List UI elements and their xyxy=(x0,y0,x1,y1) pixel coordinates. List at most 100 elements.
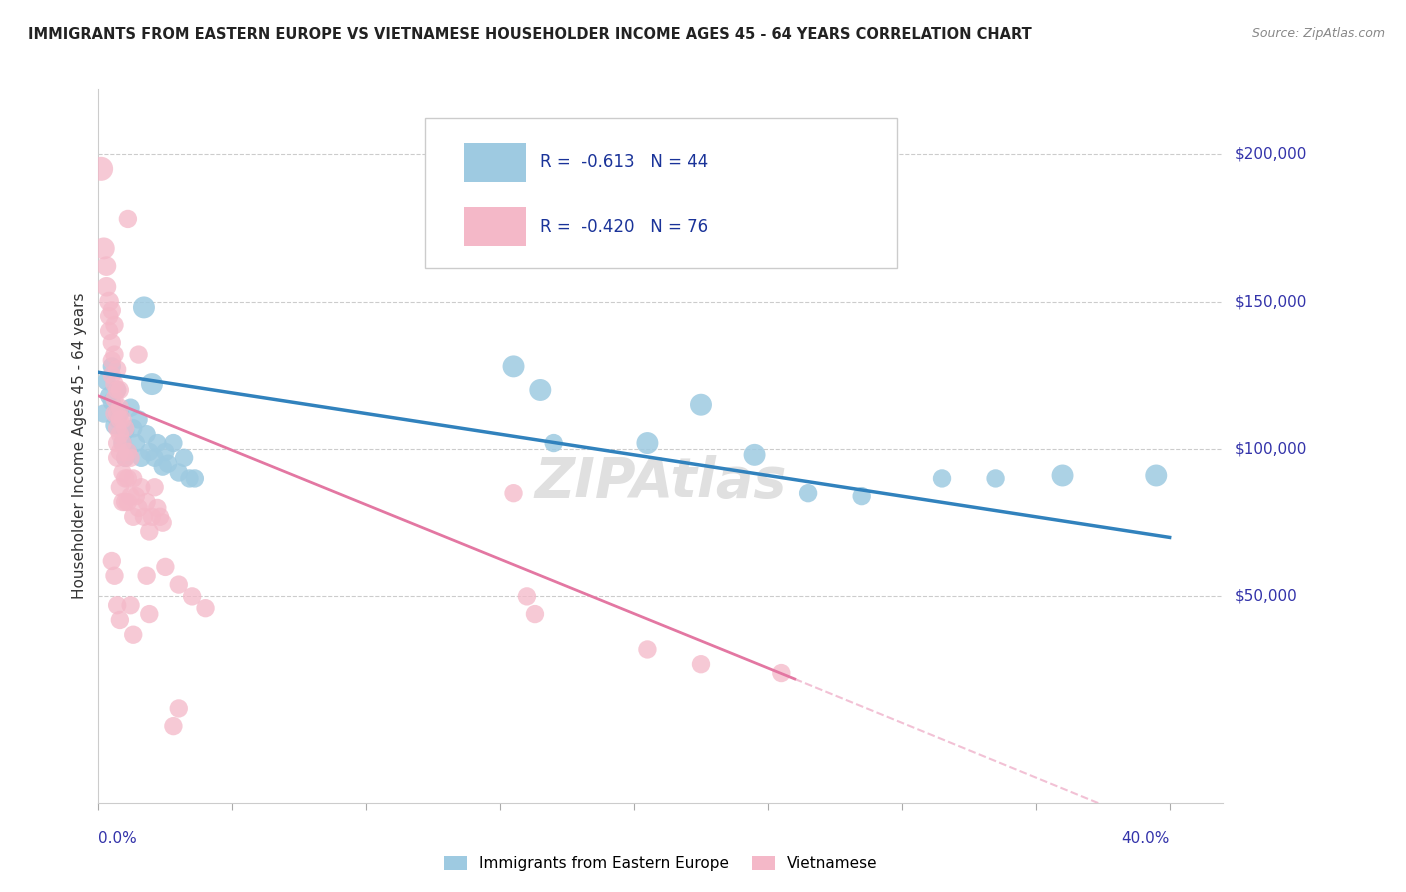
Point xyxy=(117,495,139,509)
Point xyxy=(138,607,160,621)
Point xyxy=(117,445,139,459)
Point xyxy=(96,259,118,273)
Point xyxy=(523,607,546,621)
Point xyxy=(101,353,124,368)
Point xyxy=(1144,468,1167,483)
Point xyxy=(105,436,128,450)
Point xyxy=(984,471,1007,485)
Text: $100,000: $100,000 xyxy=(1234,442,1306,457)
Point xyxy=(108,401,131,415)
Point xyxy=(690,657,713,672)
Point xyxy=(101,554,124,568)
Point xyxy=(103,392,125,406)
Point xyxy=(155,445,177,459)
Point xyxy=(135,427,157,442)
Point xyxy=(851,489,873,503)
Point xyxy=(162,719,184,733)
Point xyxy=(132,301,155,315)
Point xyxy=(96,279,118,293)
Point xyxy=(111,495,134,509)
Point xyxy=(179,471,201,485)
Point xyxy=(125,436,148,450)
Point xyxy=(120,599,142,613)
Point xyxy=(114,450,136,465)
Point xyxy=(146,500,169,515)
Point xyxy=(101,368,124,383)
Point xyxy=(155,560,177,574)
Point xyxy=(128,412,150,426)
Point xyxy=(143,450,166,465)
Point xyxy=(173,450,195,465)
Point xyxy=(120,401,142,415)
Point xyxy=(105,383,128,397)
Point xyxy=(108,407,131,421)
Text: $150,000: $150,000 xyxy=(1234,294,1306,309)
Point xyxy=(931,471,953,485)
Point xyxy=(117,471,139,485)
Point xyxy=(135,568,157,582)
Point xyxy=(101,303,124,318)
Point xyxy=(114,424,136,438)
Point xyxy=(543,436,565,450)
Text: Source: ZipAtlas.com: Source: ZipAtlas.com xyxy=(1251,27,1385,40)
Point xyxy=(770,666,793,681)
Point xyxy=(105,383,128,397)
Point xyxy=(122,471,145,485)
Point xyxy=(129,450,152,465)
Point xyxy=(141,377,163,392)
Point xyxy=(117,445,139,459)
Point xyxy=(502,486,524,500)
Point xyxy=(98,310,121,324)
Point xyxy=(167,466,190,480)
Text: $200,000: $200,000 xyxy=(1234,146,1306,161)
Point xyxy=(111,436,134,450)
Point xyxy=(636,642,658,657)
Point xyxy=(117,211,139,226)
Point xyxy=(152,459,174,474)
Point xyxy=(105,421,128,435)
Point xyxy=(138,445,160,459)
Point xyxy=(152,516,174,530)
Point xyxy=(690,398,713,412)
Text: 40.0%: 40.0% xyxy=(1121,831,1170,847)
Point xyxy=(138,524,160,539)
Point xyxy=(128,348,150,362)
Point xyxy=(529,383,551,397)
Text: IMMIGRANTS FROM EASTERN EUROPE VS VIETNAMESE HOUSEHOLDER INCOME AGES 45 - 64 YEA: IMMIGRANTS FROM EASTERN EUROPE VS VIETNA… xyxy=(28,27,1032,42)
Point xyxy=(105,362,128,376)
Point xyxy=(90,161,112,176)
Point xyxy=(103,318,125,332)
Point xyxy=(114,450,136,465)
Point xyxy=(108,613,131,627)
Point xyxy=(167,701,190,715)
Point xyxy=(108,427,131,442)
Point xyxy=(636,436,658,450)
Point xyxy=(103,568,125,582)
Point xyxy=(98,294,121,309)
Point xyxy=(93,242,115,256)
Point xyxy=(114,495,136,509)
Point xyxy=(105,412,128,426)
Point xyxy=(98,389,121,403)
Point xyxy=(98,324,121,338)
Point xyxy=(129,480,152,494)
Point xyxy=(96,374,118,388)
Point xyxy=(114,471,136,485)
Point xyxy=(120,489,142,503)
Point xyxy=(101,335,124,350)
Point xyxy=(194,601,217,615)
Point xyxy=(135,495,157,509)
Point xyxy=(108,412,131,426)
Point xyxy=(149,509,172,524)
Point xyxy=(101,394,124,409)
Point xyxy=(181,590,204,604)
Point xyxy=(502,359,524,374)
Point xyxy=(108,383,131,397)
Point xyxy=(128,500,150,515)
FancyBboxPatch shape xyxy=(464,207,526,246)
Point xyxy=(516,590,538,604)
Point xyxy=(157,457,180,471)
Point xyxy=(184,471,207,485)
Point xyxy=(105,450,128,465)
Text: R =  -0.613   N = 44: R = -0.613 N = 44 xyxy=(540,153,709,171)
